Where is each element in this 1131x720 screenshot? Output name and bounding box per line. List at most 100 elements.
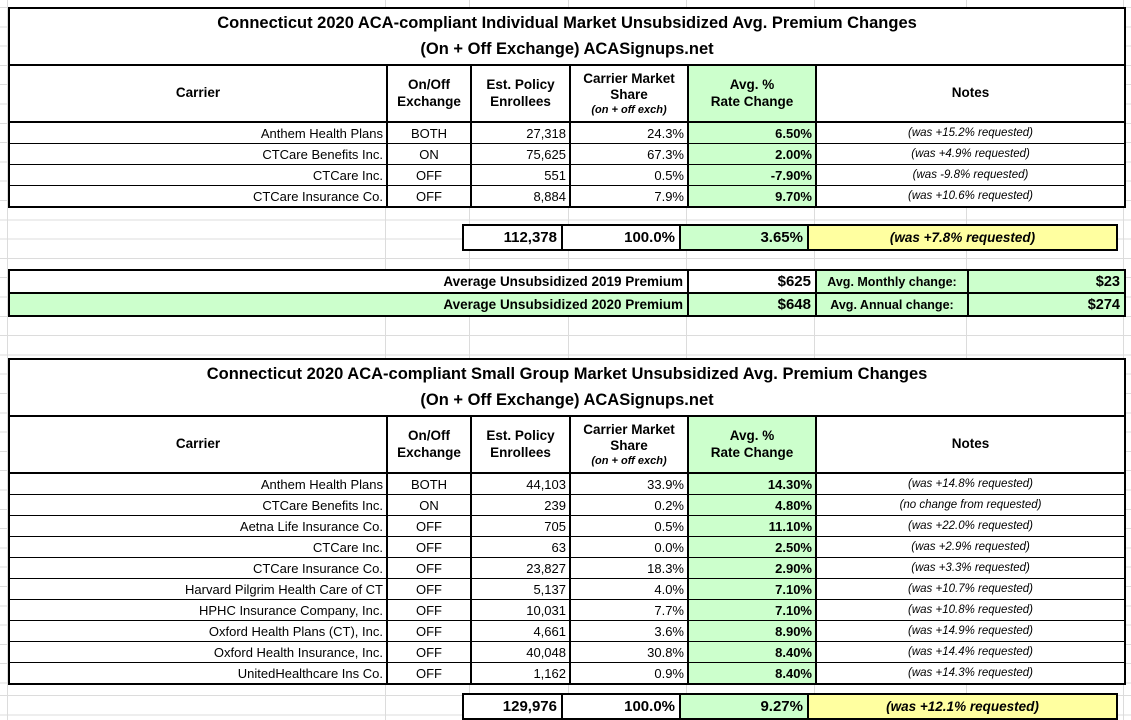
rate-cell: 4.80% (687, 494, 817, 516)
enrollees-cell: 239 (470, 494, 571, 516)
spacer (0, 208, 1131, 224)
rate-cell: 7.10% (687, 599, 817, 621)
header-enrollees-line2: Enrollees (490, 444, 551, 460)
share-cell: 18.3% (569, 557, 689, 579)
spacer (0, 317, 1131, 358)
exchange-cell: OFF (386, 164, 472, 186)
table-row: CTCare Insurance Co. OFF 23,827 18.3% 2.90%(… (8, 557, 1127, 579)
share-cell: 7.7% (569, 599, 689, 621)
enrollees-cell: 551 (470, 164, 571, 186)
table-row: Aetna Life Insurance Co. OFF 705 0.5% 11.10%… (8, 515, 1127, 537)
table-row: CTCare Benefits Inc. ON 75,625 67.3% 2.00% (w… (8, 143, 1127, 165)
title-line2: (On + Off Exchange) ACASignups.net (420, 390, 714, 409)
note-cell: (was +10.7% requested) (814, 578, 1127, 600)
carrier-cell: Harvard Pilgrim Health Care of CT (8, 578, 388, 600)
monthly-change-label: Avg. Monthly change: (815, 269, 969, 294)
exchange-cell: OFF (386, 536, 472, 558)
exchange-cell: OFF (386, 620, 472, 642)
header-share-subnote: (on + off exch) (591, 104, 667, 117)
table-row: CTCare Insurance Co. OFF 8,884 7.9% 9.70% (wa… (8, 185, 1127, 208)
header-rate-line2: Rate Change (710, 444, 794, 460)
rate-cell: 8.40% (687, 662, 817, 685)
premium-2019-value: $625 (687, 269, 817, 294)
carrier-cell: CTCare Inc. (8, 536, 388, 558)
note-cell: (was +14.3% requested) (814, 662, 1127, 685)
total-row: 112,378 100.0% 3.65% (was +7.8% requeste… (462, 224, 1118, 251)
premium-summary-table: Average Unsubsidized 2019 Premium $625 A… (8, 269, 1126, 317)
header-notes: Notes (814, 64, 1127, 123)
annual-change-value: $274 (967, 292, 1126, 317)
table-row: Oxford Health Insurance, Inc. OFF 40,048 30… (8, 641, 1127, 663)
note-cell: (was +22.0% requested) (814, 515, 1127, 537)
individual-total-row: 112,378 100.0% 3.65% (was +7.8% requeste… (462, 224, 1118, 251)
carrier-cell: Anthem Health Plans (8, 121, 388, 144)
carrier-cell: Aetna Life Insurance Co. (8, 515, 388, 537)
carrier-cell: Oxford Health Plans (CT), Inc. (8, 620, 388, 642)
premium-2020-value: $648 (687, 292, 817, 317)
header-exchange-line1: On/Off (408, 76, 450, 92)
table-row: CTCare Benefits Inc. ON 239 0.2% 4.80% (no ch… (8, 494, 1127, 516)
title-line2: (On + Off Exchange) ACASignups.net (420, 39, 714, 58)
share-cell: 4.0% (569, 578, 689, 600)
header-carrier: Carrier (8, 415, 388, 474)
header-enrollees: Est. Policy Enrollees (470, 64, 571, 123)
share-cell: 0.9% (569, 662, 689, 685)
enrollees-cell: 1,162 (470, 662, 571, 685)
rate-cell: 6.50% (687, 121, 817, 144)
carrier-cell: UnitedHealthcare Ins Co. (8, 662, 388, 685)
monthly-change-value: $23 (967, 269, 1126, 294)
enrollees-cell: 75,625 (470, 143, 571, 165)
rate-cell: 2.50% (687, 536, 817, 558)
carrier-cell: CTCare Benefits Inc. (8, 143, 388, 165)
header-notes: Notes (814, 415, 1127, 474)
rate-cell: 8.40% (687, 641, 817, 663)
total-enrollees-cell: 129,976 (462, 693, 563, 720)
small-group-market-table: Connecticut 2020 ACA-compliant Small Gro… (7, 358, 1127, 685)
exchange-cell: BOTH (386, 472, 472, 495)
total-rate-cell: 9.27% (679, 693, 809, 720)
carrier-cell: CTCare Benefits Inc. (8, 494, 388, 516)
table-header-row: Carrier On/Off Exchange Est. Policy Enroll… (8, 415, 1127, 474)
table-title-row: Connecticut 2020 ACA-compliant Small Gro… (7, 358, 1127, 417)
note-cell: (was +2.9% requested) (814, 536, 1127, 558)
header-enrollees-line1: Est. Policy (486, 76, 555, 92)
rate-cell: 2.00% (687, 143, 817, 165)
spacer (0, 251, 1131, 269)
rate-cell: 7.10% (687, 578, 817, 600)
share-cell: 33.9% (569, 472, 689, 495)
individual-table-title: Connecticut 2020 ACA-compliant Individua… (7, 7, 1127, 66)
share-cell: 7.9% (569, 185, 689, 208)
title-line1: Connecticut 2020 ACA-compliant Individua… (217, 13, 917, 32)
carrier-cell: CTCare Insurance Co. (8, 185, 388, 208)
header-exchange-line2: Exchange (397, 93, 461, 109)
rate-cell: 9.70% (687, 185, 817, 208)
exchange-cell: OFF (386, 641, 472, 663)
header-enrollees: Est. Policy Enrollees (470, 415, 571, 474)
rate-cell: 2.90% (687, 557, 817, 579)
note-cell: (was +14.8% requested) (814, 472, 1127, 495)
note-cell: (no change from requested) (814, 494, 1127, 516)
share-cell: 0.5% (569, 164, 689, 186)
enrollees-cell: 44,103 (470, 472, 571, 495)
share-cell: 0.2% (569, 494, 689, 516)
header-rate-change: Avg. % Rate Change (687, 415, 817, 474)
header-enrollees-line2: Enrollees (490, 93, 551, 109)
note-cell: (was +15.2% requested) (814, 121, 1127, 144)
carrier-cell: Oxford Health Insurance, Inc. (8, 641, 388, 663)
enrollees-cell: 8,884 (470, 185, 571, 208)
enrollees-cell: 27,318 (470, 121, 571, 144)
total-share-cell: 100.0% (561, 224, 681, 251)
header-share-line1: Carrier Market (583, 421, 675, 437)
table-title-row: Connecticut 2020 ACA-compliant Individua… (7, 7, 1127, 66)
note-cell: (was +14.9% requested) (814, 620, 1127, 642)
note-cell: (was -9.8% requested) (814, 164, 1127, 186)
table-row: CTCare Inc. OFF 551 0.5% -7.90% (was -9.8% re… (8, 164, 1127, 186)
exchange-cell: BOTH (386, 121, 472, 144)
header-carrier: Carrier (8, 64, 388, 123)
enrollees-cell: 10,031 (470, 599, 571, 621)
table-row: Anthem Health Plans BOTH 27,318 24.3% 6.50%(… (8, 121, 1127, 144)
rate-cell: 11.10% (687, 515, 817, 537)
enrollees-cell: 705 (470, 515, 571, 537)
header-share-line1: Carrier Market (583, 70, 675, 86)
